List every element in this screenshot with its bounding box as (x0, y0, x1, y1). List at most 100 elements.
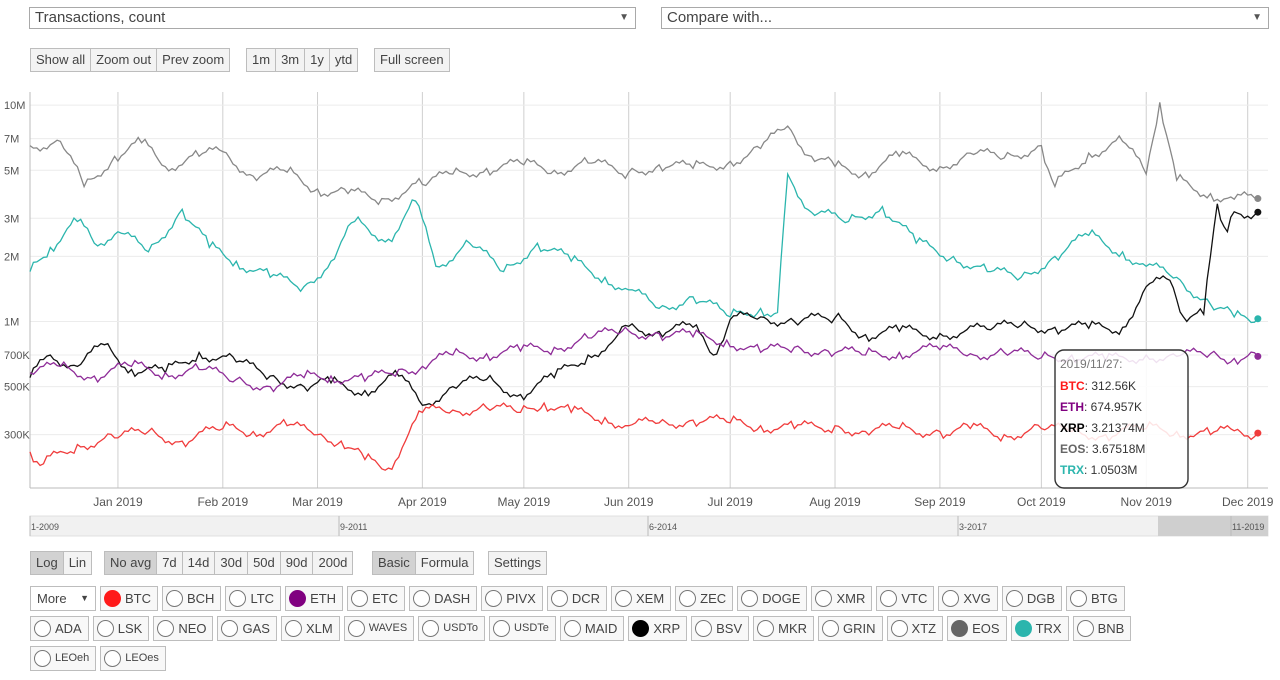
y-tick-label: 300K (4, 430, 30, 442)
coin-label: WAVES (368, 622, 408, 634)
coin-toggle-xmr[interactable]: XMR (811, 586, 873, 611)
coin-label: MAID (584, 621, 618, 636)
coin-toggle-bsv[interactable]: BSV (691, 616, 750, 641)
radio-empty-icon (741, 590, 759, 607)
tooltip-sep: : (1085, 442, 1092, 456)
tooltip-series-value: 312.56K (1091, 379, 1136, 393)
mode-button-group: Basic Formula (372, 551, 475, 575)
coin-toggle-xtz[interactable]: XTZ (886, 616, 944, 641)
compare-select[interactable]: Compare with... ▼ (661, 7, 1269, 29)
coin-label: PIVX (506, 591, 536, 606)
coin-label: LTC (250, 591, 275, 606)
coin-toggle-ada[interactable]: ADA (30, 616, 89, 641)
coin-toggle-eth[interactable]: ETH (285, 586, 344, 611)
coin-toggle-xrp[interactable]: XRP (628, 616, 688, 641)
series-end-point-eth (1254, 352, 1262, 360)
coin-label: BSV (716, 621, 743, 636)
fullscreen-group: Full screen (374, 48, 450, 72)
coin-toggle-leoeh[interactable]: LEOeh (30, 646, 97, 671)
chevron-down-icon: ▼ (1252, 12, 1262, 23)
coin-toggle-xem[interactable]: XEM (610, 586, 672, 611)
avg-14d-button[interactable]: 14d (181, 551, 216, 575)
coin-toggle-etc[interactable]: ETC (347, 586, 406, 611)
avg-no-avg-button[interactable]: No avg (104, 551, 158, 575)
coin-toggle-xlm[interactable]: XLM (280, 616, 340, 641)
show-all-button[interactable]: Show all (30, 48, 92, 72)
navigator-selection[interactable] (1158, 516, 1268, 536)
coin-toggle-dgb[interactable]: DGB (1001, 586, 1062, 611)
coin-label: XVG (963, 591, 991, 606)
y-tick-label: 7M (4, 134, 19, 146)
mode-basic-button[interactable]: Basic (372, 551, 416, 575)
coin-toggle-vtc[interactable]: VTC (876, 586, 935, 611)
scale-lin-button[interactable]: Lin (62, 551, 93, 575)
series-end-point-eos (1254, 195, 1262, 203)
full-screen-button[interactable]: Full screen (374, 48, 450, 72)
coin-toggle-maid[interactable]: MAID (559, 616, 625, 641)
coin-toggle-lsk[interactable]: LSK (92, 616, 150, 641)
coin-toggle-trx[interactable]: TRX (1010, 616, 1069, 641)
coin-toggle-ltc[interactable]: LTC (225, 586, 282, 611)
radio-empty-icon (284, 620, 302, 637)
range-1y-button[interactable]: 1y (304, 48, 330, 72)
series-line-eth (29, 326, 1259, 393)
prev-zoom-button[interactable]: Prev zoom (156, 48, 231, 72)
coin-label: USDTo (443, 622, 479, 634)
radio-empty-icon (563, 620, 581, 637)
avg-30d-button[interactable]: 30d (214, 551, 249, 575)
coin-toggle-usdte[interactable]: USDTe (489, 616, 556, 641)
mode-formula-button[interactable]: Formula (414, 551, 475, 575)
coin-toggle-zec[interactable]: ZEC (675, 586, 734, 611)
coin-toggle-gas[interactable]: GAS (217, 616, 277, 641)
coin-toggle-dcr[interactable]: DCR (546, 586, 607, 611)
coin-label: ADA (55, 621, 82, 636)
coin-label: XTZ (911, 621, 937, 636)
tooltip-series-name: TRX (1060, 463, 1084, 477)
avg-50d-button[interactable]: 50d (247, 551, 281, 575)
coin-toggle-leoes[interactable]: LEOes (100, 646, 166, 671)
coin-toggle-neo[interactable]: NEO (153, 616, 214, 641)
series-line-btc (29, 401, 1259, 471)
radio-selected-icon (1014, 620, 1032, 637)
transactions-chart[interactable]: 10M 7M 5M 3M 2M 1M 700K 500K 300K Jan 2019 Feb 20… (0, 92, 1280, 542)
tooltip-date: 2019/11/27: (1060, 357, 1123, 371)
coin-toggle-mkr[interactable]: MKR (753, 616, 815, 641)
radio-empty-icon (347, 620, 365, 637)
coin-toggle-waves[interactable]: WAVES (343, 616, 415, 641)
radio-empty-icon (815, 590, 833, 607)
avg-7d-button[interactable]: 7d (156, 551, 183, 575)
y-tick-label: 10M (4, 100, 25, 112)
coin-toggle-doge[interactable]: DOGE (737, 586, 808, 611)
coin-toggle-eos[interactable]: EOS (947, 616, 1007, 641)
coin-row-2: ADA LSK NEO GAS XLM WAVES USDTo USDTe MAID XRP BSV… (30, 616, 1132, 641)
range-ytd-button[interactable]: ytd (328, 48, 359, 72)
coin-label: DOGE (762, 591, 801, 606)
coin-toggle-btg[interactable]: BTG (1065, 586, 1125, 611)
coin-toggle-grin[interactable]: GRIN (818, 616, 883, 641)
coin-toggle-usdto[interactable]: USDTo (418, 616, 486, 641)
tooltip-row: XRP: 3.21374M (1060, 421, 1145, 435)
coin-toggle-bnb[interactable]: BNB (1072, 616, 1132, 641)
coin-toggle-btc[interactable]: BTC (100, 586, 158, 611)
scale-log-button[interactable]: Log (30, 551, 64, 575)
tooltip-row: EOS: 3.67518M (1060, 442, 1145, 456)
y-tick-label: 500K (4, 382, 30, 394)
coin-toggle-xvg[interactable]: XVG (938, 586, 998, 611)
zoom-out-button[interactable]: Zoom out (90, 48, 158, 72)
avg-90d-button[interactable]: 90d (279, 551, 314, 575)
more-select[interactable]: More ▼ (30, 586, 96, 611)
tooltip-row: ETH: 674.957K (1060, 400, 1142, 414)
settings-button[interactable]: Settings (488, 551, 547, 575)
coin-toggle-dash[interactable]: DASH (409, 586, 478, 611)
range-button-group: 1m 3m 1y ytd (246, 48, 359, 72)
coin-label: USDTe (514, 622, 549, 634)
radio-empty-icon (351, 590, 369, 607)
coin-toggle-bch[interactable]: BCH (162, 586, 222, 611)
range-3m-button[interactable]: 3m (275, 48, 306, 72)
metric-select[interactable]: Transactions, count ▼ (29, 7, 636, 29)
coin-toggle-pivx[interactable]: PIVX (481, 586, 543, 611)
x-tick-label: Aug 2019 (809, 495, 861, 509)
range-1m-button[interactable]: 1m (246, 48, 277, 72)
avg-200d-button[interactable]: 200d (312, 551, 354, 575)
radio-empty-icon (229, 590, 247, 607)
